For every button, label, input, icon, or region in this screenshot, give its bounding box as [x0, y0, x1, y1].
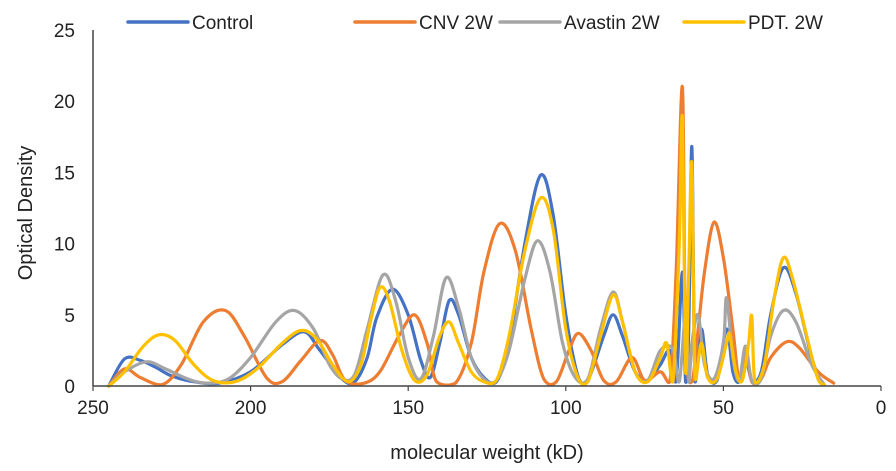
- x-tick-label: 100: [550, 398, 582, 419]
- x-axis-title: molecular weight (kD): [390, 442, 583, 464]
- y-tick-label: 0: [64, 377, 75, 398]
- x-tick-label: 0: [876, 398, 887, 419]
- legend-label-control: Control: [192, 13, 253, 34]
- y-axis-title: Optical Density: [15, 146, 37, 281]
- x-tick-label: 50: [713, 398, 734, 419]
- legend-label-cnv-2w: CNV 2W: [419, 13, 493, 34]
- legend-label-avastin-2w: Avastin 2W: [564, 13, 660, 34]
- legend-label-pdt-2w: PDT. 2W: [748, 13, 823, 34]
- x-tick-label: 250: [77, 398, 109, 419]
- y-tick-label: 20: [54, 92, 75, 113]
- y-tick-label: 25: [54, 21, 75, 42]
- x-tick-label: 150: [392, 398, 424, 419]
- x-tick-label: 200: [235, 398, 267, 419]
- y-tick-label: 15: [54, 163, 75, 184]
- y-tick-label: 10: [54, 235, 75, 256]
- y-tick-label: 5: [64, 306, 75, 327]
